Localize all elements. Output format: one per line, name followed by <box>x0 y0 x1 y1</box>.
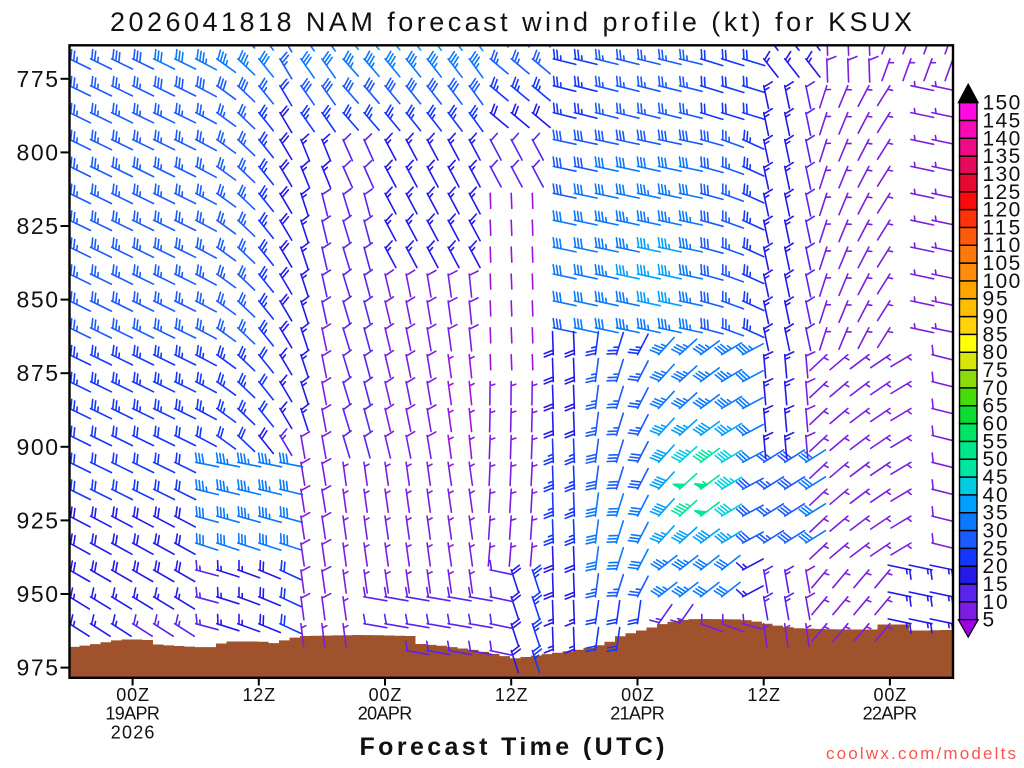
svg-text:775: 775 <box>17 66 59 92</box>
svg-text:900: 900 <box>17 434 59 460</box>
svg-text:55: 55 <box>983 430 1008 453</box>
svg-text:120: 120 <box>983 199 1021 222</box>
svg-text:5: 5 <box>983 609 995 632</box>
svg-text:925: 925 <box>17 507 59 533</box>
svg-text:825: 825 <box>17 213 59 239</box>
svg-text:50: 50 <box>983 448 1008 471</box>
svg-text:110: 110 <box>983 234 1021 257</box>
svg-text:12Z: 12Z <box>242 685 275 705</box>
svg-text:115: 115 <box>983 216 1021 239</box>
svg-text:19APR: 19APR <box>105 704 160 724</box>
svg-text:35: 35 <box>983 502 1008 525</box>
svg-text:22APR: 22APR <box>863 704 918 724</box>
svg-text:coolwx.com/modelts: coolwx.com/modelts <box>826 744 1016 763</box>
svg-text:150: 150 <box>983 92 1021 115</box>
svg-text:45: 45 <box>983 466 1008 489</box>
svg-text:00Z: 00Z <box>874 685 907 705</box>
svg-text:21APR: 21APR <box>610 704 665 724</box>
svg-text:85: 85 <box>983 323 1008 346</box>
svg-text:00Z: 00Z <box>116 685 149 705</box>
svg-text:875: 875 <box>17 360 59 386</box>
svg-text:10: 10 <box>983 591 1008 614</box>
svg-text:12Z: 12Z <box>747 685 780 705</box>
svg-text:12Z: 12Z <box>495 685 528 705</box>
svg-text:105: 105 <box>983 252 1021 275</box>
svg-text:125: 125 <box>983 181 1021 204</box>
svg-text:Forecast Time (UTC): Forecast Time (UTC) <box>360 733 665 761</box>
svg-text:00Z: 00Z <box>621 685 654 705</box>
svg-text:60: 60 <box>983 413 1008 436</box>
svg-text:40: 40 <box>983 484 1008 507</box>
svg-text:15: 15 <box>983 573 1008 596</box>
svg-text:90: 90 <box>983 306 1008 329</box>
svg-text:2026041818 NAM forecast wind p: 2026041818 NAM forecast wind profile (kt… <box>110 7 912 37</box>
svg-text:65: 65 <box>983 395 1008 418</box>
svg-text:975: 975 <box>17 655 59 681</box>
svg-text:80: 80 <box>983 341 1008 364</box>
svg-text:95: 95 <box>983 288 1008 311</box>
svg-text:130: 130 <box>983 163 1021 186</box>
svg-text:800: 800 <box>17 139 59 165</box>
svg-text:100: 100 <box>983 270 1021 293</box>
svg-text:20APR: 20APR <box>358 704 413 724</box>
svg-text:70: 70 <box>983 377 1008 400</box>
svg-text:2026: 2026 <box>111 722 155 742</box>
svg-text:140: 140 <box>983 127 1021 150</box>
svg-text:20: 20 <box>983 555 1008 578</box>
svg-text:950: 950 <box>17 581 59 607</box>
svg-text:25: 25 <box>983 537 1008 560</box>
svg-text:75: 75 <box>983 359 1008 382</box>
svg-text:135: 135 <box>983 145 1021 168</box>
svg-text:00Z: 00Z <box>369 685 402 705</box>
svg-text:30: 30 <box>983 520 1008 543</box>
svg-text:850: 850 <box>17 287 59 313</box>
svg-text:145: 145 <box>983 109 1021 132</box>
